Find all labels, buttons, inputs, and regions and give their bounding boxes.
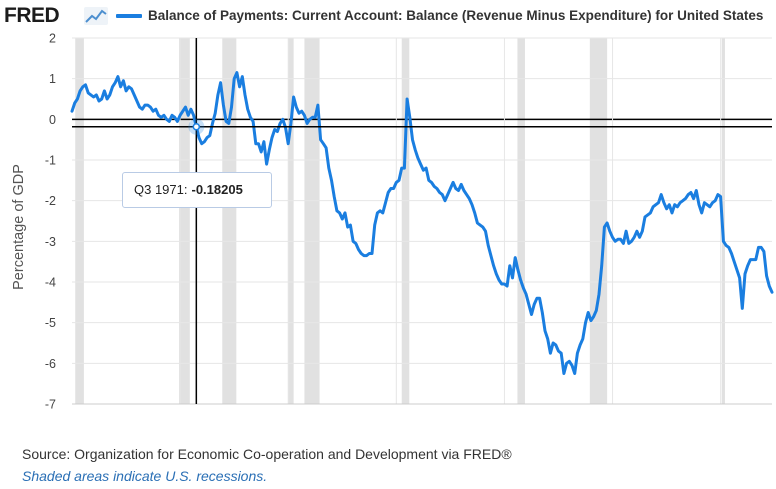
tooltip-value: -0.18205 — [191, 182, 243, 197]
legend[interactable]: Balance of Payments: Current Account: Ba… — [116, 8, 763, 23]
gridlines — [72, 37, 772, 405]
recession-bands — [75, 38, 725, 404]
legend-line-swatch — [116, 13, 142, 18]
chart-header: FRED Balance of Payments: Current Accoun… — [0, 0, 776, 34]
y-tick-label: -7 — [45, 398, 56, 411]
legend-label: Balance of Payments: Current Account: Ba… — [148, 8, 764, 23]
y-tick-label: 2 — [49, 32, 56, 46]
recession-note[interactable]: Shaded areas indicate U.S. recessions. — [22, 468, 268, 484]
recession-band-6 — [517, 38, 525, 404]
y-tick-label: -4 — [45, 276, 56, 290]
recession-band-1 — [179, 38, 190, 404]
data-tooltip: Q3 1971: -0.18205 — [122, 172, 272, 208]
fred-logo[interactable]: FRED — [4, 4, 60, 27]
y-tick-label: 1 — [49, 72, 56, 86]
recession-band-2 — [222, 38, 237, 404]
tooltip-period: Q3 1971: — [134, 182, 188, 197]
recession-band-5 — [401, 38, 410, 404]
y-tick-label: -3 — [45, 235, 56, 249]
recession-band-3 — [288, 38, 294, 404]
fred-logo-graph-icon — [84, 7, 108, 25]
y-tick-label: 0 — [49, 113, 56, 127]
y-tick-label: -5 — [45, 316, 56, 330]
recession-band-0 — [75, 38, 84, 404]
y-tick-label: -1 — [45, 154, 56, 168]
chart[interactable]: 210-1-2-3-4-5-6-7 1970198019902000201020… — [0, 30, 776, 410]
y-tick-label: -2 — [45, 194, 56, 208]
recession-band-7 — [589, 38, 608, 404]
y-axis-label: Percentage of GDP — [11, 164, 27, 290]
highlight-point[interactable] — [192, 122, 201, 131]
y-axis-ticks: 2 1 0 -1 -2 -3 -4 -5 -6 -7 — [45, 32, 56, 411]
series-line[interactable] — [70, 71, 774, 375]
recession-band-4 — [304, 38, 320, 404]
y-tick-label: -6 — [45, 357, 56, 371]
source-note: Source: Organization for Economic Co-ope… — [22, 446, 512, 462]
